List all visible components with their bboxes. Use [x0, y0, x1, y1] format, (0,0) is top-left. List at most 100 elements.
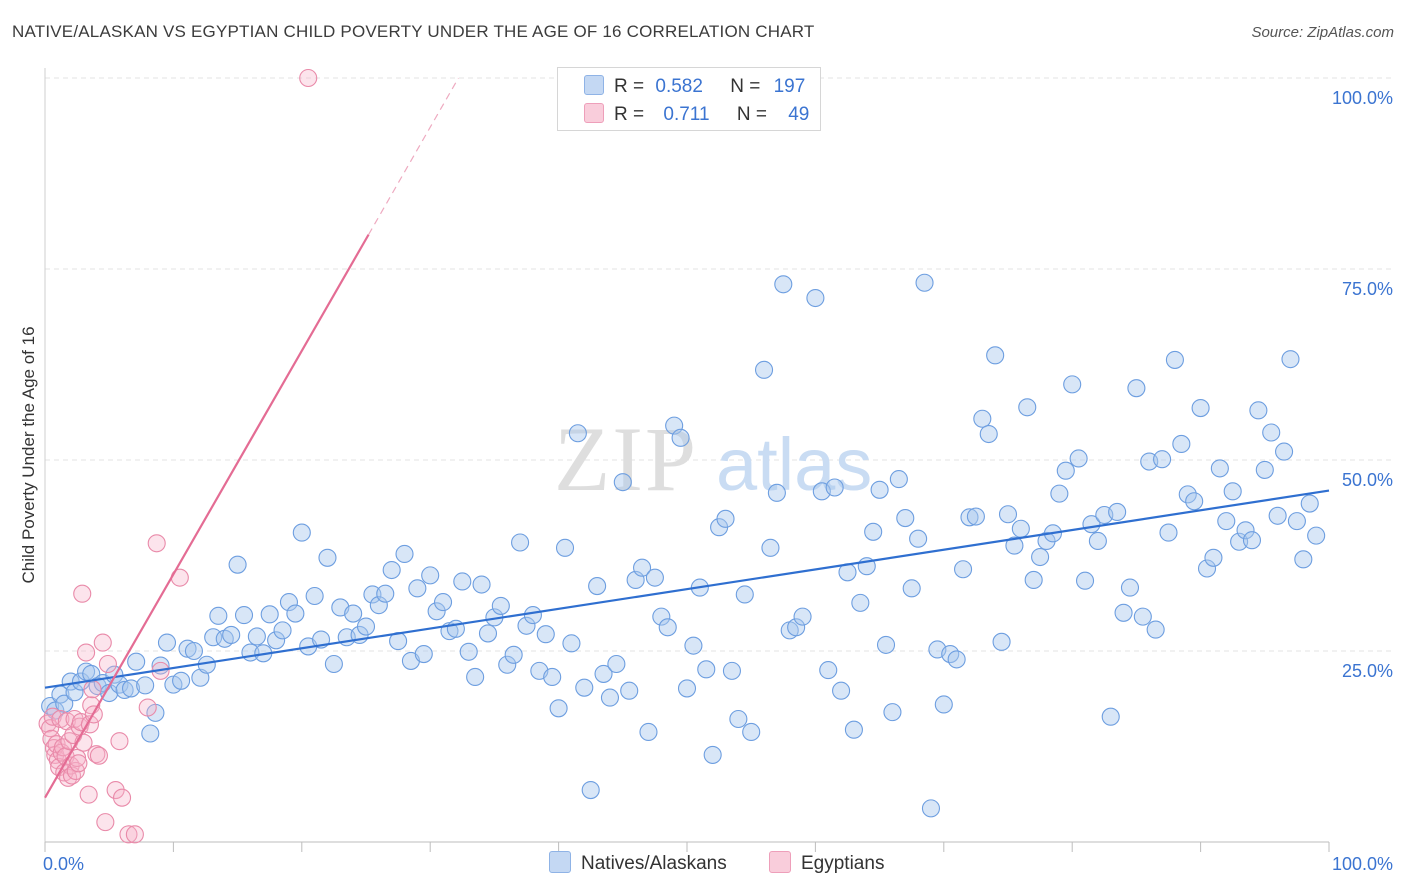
native-point — [1287, 512, 1306, 531]
native-point — [414, 645, 433, 664]
native-point — [1242, 531, 1262, 550]
chart-title: NATIVE/ALASKAN VS EGYPTIAN CHILD POVERTY… — [12, 22, 815, 41]
egyptian-point — [299, 68, 318, 88]
native-point — [1037, 531, 1056, 551]
native-point — [421, 566, 440, 585]
native-point — [998, 505, 1018, 524]
egyptian-point — [79, 785, 98, 804]
bottom-legend-natives: Natives/Alaskans — [549, 851, 727, 875]
native-point — [127, 652, 146, 671]
native-point — [121, 679, 141, 698]
native-point — [594, 664, 613, 683]
native-point — [876, 635, 896, 654]
native-point — [1069, 449, 1088, 468]
egyptian-point — [112, 788, 132, 807]
native-point — [1300, 494, 1319, 513]
native-point — [491, 596, 510, 615]
native-point — [947, 650, 966, 669]
native-point — [260, 605, 279, 624]
native-point — [806, 288, 825, 308]
native-point — [729, 709, 748, 729]
native-point — [115, 680, 134, 700]
y-tick-label: 50.0% — [1342, 470, 1393, 490]
native-point — [1146, 620, 1165, 639]
native-point — [915, 273, 934, 292]
native-point — [141, 724, 160, 743]
native-point — [273, 621, 292, 640]
native-point — [1307, 526, 1326, 545]
native-point — [267, 631, 286, 650]
native-point — [466, 667, 485, 687]
native-point — [889, 470, 908, 489]
bottom-legend-label-egyptians: Egyptians — [801, 853, 885, 874]
egyptian-point — [98, 654, 117, 674]
native-point — [581, 780, 600, 800]
native-point — [1127, 379, 1146, 398]
native-point — [896, 509, 915, 528]
native-point — [697, 660, 716, 679]
native-point — [883, 703, 902, 722]
egyptian-trend-extension — [368, 77, 459, 235]
bottom-legend-swatch-natives — [549, 851, 571, 873]
legend-n-label: N = — [736, 104, 767, 125]
native-point — [395, 544, 414, 564]
native-point — [286, 604, 305, 623]
egyptian-point — [89, 746, 108, 765]
native-point — [1031, 547, 1050, 567]
native-point — [600, 688, 620, 707]
legend-row-egyptians: R = 0.711 N = 49 — [584, 103, 809, 126]
native-trend-line — [44, 489, 1330, 689]
legend-swatch-natives — [584, 75, 604, 95]
native-point — [356, 617, 376, 636]
native-point — [1114, 603, 1133, 622]
native-point — [1255, 460, 1274, 479]
native-point — [433, 593, 453, 612]
native-point — [613, 473, 632, 492]
native-point — [517, 616, 536, 635]
egyptian-point — [73, 584, 92, 603]
native-point — [88, 677, 107, 696]
native-point — [318, 548, 337, 567]
native-point — [979, 424, 998, 444]
native-point — [1249, 401, 1268, 420]
stats-legend: R = 0.582 N = 197 R = 0.711 N = 49 — [557, 67, 821, 131]
native-point — [1101, 707, 1120, 726]
native-point — [1275, 442, 1294, 461]
native-point — [716, 509, 735, 528]
native-point — [1281, 350, 1300, 369]
native-point — [1056, 461, 1075, 480]
native-point — [1262, 423, 1281, 442]
legend-swatch-egyptians — [584, 103, 604, 123]
legend-n-value: 49 — [788, 104, 810, 125]
legend-r-value: 0.711 — [663, 104, 710, 125]
native-point — [787, 618, 806, 637]
native-point — [934, 695, 953, 714]
native-point — [639, 722, 658, 742]
x-tick-label: 100.0% — [1332, 854, 1393, 874]
native-point — [1024, 570, 1043, 589]
native-point — [562, 634, 581, 653]
native-point — [652, 607, 671, 626]
native-point — [1223, 482, 1242, 501]
egyptian-point — [110, 732, 129, 751]
native-point — [954, 560, 973, 579]
native-point — [921, 799, 941, 818]
egyptian-point — [83, 680, 102, 699]
native-point — [1294, 550, 1313, 569]
legend-r-label: R = — [614, 104, 645, 125]
native-point — [819, 661, 838, 680]
native-point — [735, 585, 754, 604]
y-tick-label: 75.0% — [1342, 279, 1393, 299]
legend-r-value: 0.582 — [655, 76, 703, 97]
native-point — [136, 676, 155, 695]
native-point — [1063, 375, 1082, 394]
native-point — [1159, 523, 1178, 542]
native-point — [844, 720, 863, 739]
native-point — [498, 655, 517, 674]
native-point — [1133, 607, 1152, 626]
native-point — [536, 625, 555, 644]
native-point — [472, 575, 491, 594]
egyptian-point — [93, 633, 112, 652]
native-point — [157, 633, 177, 652]
